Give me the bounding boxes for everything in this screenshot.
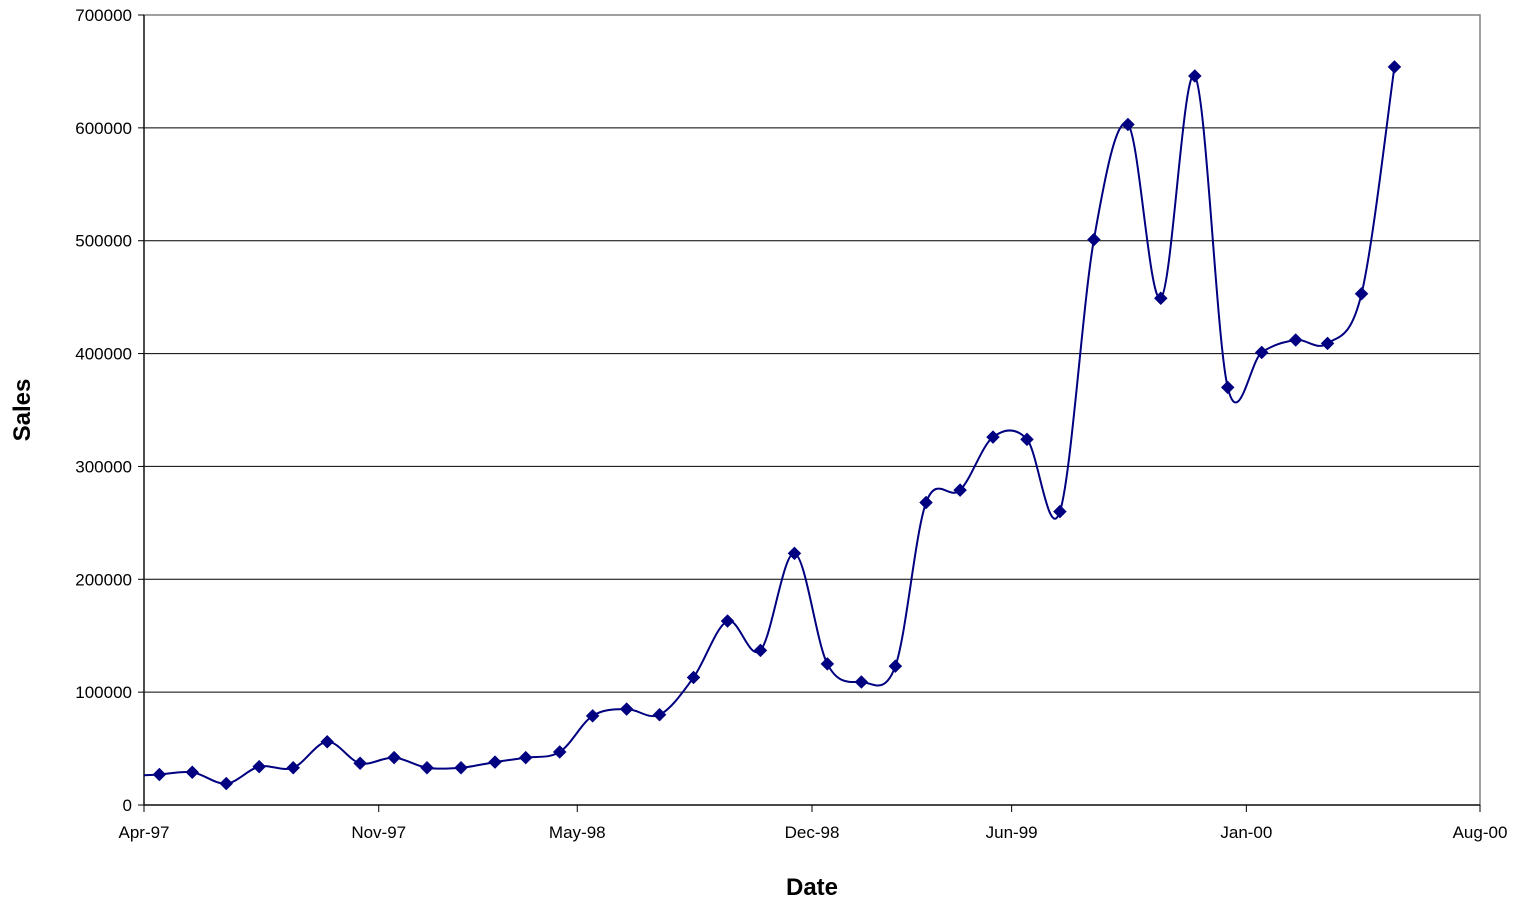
y-tick-label: 600000 bbox=[75, 119, 132, 138]
data-point-marker bbox=[420, 760, 434, 775]
x-tick-label: Aug-00 bbox=[1453, 823, 1508, 842]
data-point-marker bbox=[820, 657, 835, 671]
data-point-marker bbox=[1220, 380, 1235, 395]
sales-series-line bbox=[143, 66, 1396, 785]
y-axis-title: Sales bbox=[9, 379, 36, 442]
data-point-marker bbox=[1153, 291, 1168, 306]
y-tick-label: 400000 bbox=[75, 345, 132, 364]
x-axis-title: Date bbox=[786, 874, 838, 901]
x-tick-label: May-98 bbox=[549, 823, 606, 842]
data-point-marker bbox=[1121, 117, 1135, 132]
x-tick-label: Jun-99 bbox=[986, 823, 1038, 842]
data-point-marker bbox=[1387, 60, 1402, 74]
y-tick-label: 500000 bbox=[75, 232, 132, 251]
data-point-marker bbox=[152, 767, 167, 782]
data-point-marker bbox=[1354, 286, 1369, 301]
x-tick-label: Dec-98 bbox=[785, 823, 840, 842]
plot-area-frame bbox=[143, 14, 1481, 806]
data-point-marker bbox=[1087, 232, 1101, 247]
y-tick-label: 0 bbox=[123, 796, 132, 815]
data-point-marker bbox=[518, 750, 533, 765]
data-point-marker bbox=[753, 643, 768, 658]
gridlines bbox=[144, 127, 1480, 693]
sales-series-markers bbox=[152, 60, 1402, 791]
data-point-marker bbox=[219, 776, 234, 791]
y-tick-label: 200000 bbox=[75, 570, 132, 589]
data-point-marker bbox=[953, 483, 967, 497]
data-point-marker bbox=[1254, 345, 1269, 360]
data-point-marker bbox=[1020, 432, 1034, 447]
data-point-marker bbox=[720, 614, 735, 628]
data-point-marker bbox=[353, 756, 367, 771]
data-point-marker bbox=[854, 675, 869, 689]
data-point-marker bbox=[552, 745, 567, 759]
data-point-marker bbox=[488, 755, 502, 769]
data-point-marker bbox=[387, 750, 401, 765]
data-point-marker bbox=[1320, 336, 1335, 351]
data-point-marker bbox=[585, 708, 600, 723]
data-point-marker bbox=[1288, 333, 1303, 347]
data-point-marker bbox=[1187, 69, 1202, 83]
y-tick-label: 700000 bbox=[75, 6, 132, 25]
y-tick-label: 300000 bbox=[75, 457, 132, 476]
data-point-marker bbox=[454, 760, 468, 775]
data-point-marker bbox=[652, 707, 667, 722]
x-tick-label: Apr-97 bbox=[118, 823, 169, 842]
data-point-marker bbox=[252, 759, 267, 774]
data-point-marker bbox=[986, 430, 1000, 444]
y-axis: 0 100000 200000 300000 400000 500000 600000 700… bbox=[75, 6, 145, 815]
x-axis: Apr-97 Nov-97 May-98 Dec-98 Jun-99 Jan-00 Aug-… bbox=[118, 804, 1508, 842]
data-point-marker bbox=[1053, 504, 1067, 519]
data-point-marker bbox=[787, 546, 802, 561]
x-tick-label: Nov-97 bbox=[351, 823, 406, 842]
data-point-marker bbox=[619, 702, 634, 716]
x-tick-label: Jan-00 bbox=[1220, 823, 1272, 842]
data-point-marker bbox=[320, 734, 335, 749]
data-point-marker bbox=[919, 495, 933, 510]
data-point-marker bbox=[185, 765, 200, 780]
data-point-marker bbox=[286, 760, 301, 775]
data-point-marker bbox=[686, 670, 701, 685]
y-tick-label: 100000 bbox=[75, 683, 132, 702]
data-point-marker bbox=[888, 659, 903, 674]
